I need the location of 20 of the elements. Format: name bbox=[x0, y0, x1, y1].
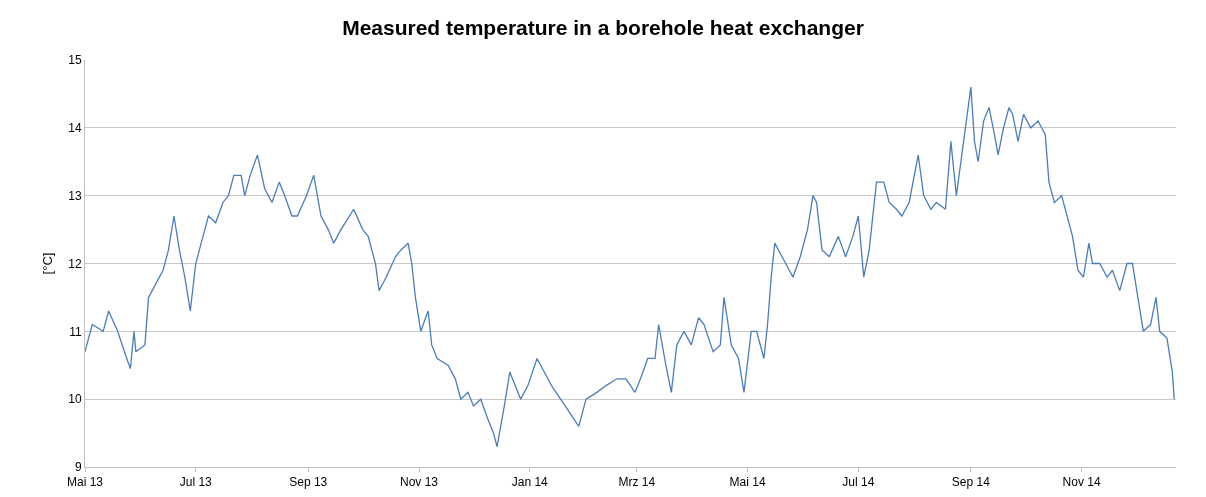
x-tick-label: Jan 14 bbox=[511, 475, 549, 490]
x-tick-label: Sep 13 bbox=[289, 475, 328, 490]
y-tick-label: 10 bbox=[68, 392, 82, 407]
y-tick-label: 12 bbox=[68, 256, 82, 271]
x-tick-label: Mai 13 bbox=[66, 475, 104, 490]
y-tick-label: 14 bbox=[68, 121, 82, 136]
y-tick-label: 11 bbox=[69, 324, 82, 339]
x-tick-label: Jul 13 bbox=[179, 475, 213, 490]
x-tick-label: Sep 14 bbox=[951, 475, 991, 490]
x-tick-label: Nov 14 bbox=[1062, 475, 1101, 490]
x-tick-label: Nov 13 bbox=[400, 475, 439, 490]
chart-title: Measured temperature in a borehole heat exchanger bbox=[342, 15, 864, 39]
y-axis-title: [°C] bbox=[40, 252, 56, 275]
y-tick-label: 9 bbox=[74, 460, 82, 475]
x-tick-label: Jul 14 bbox=[842, 475, 875, 490]
y-tick-label: 13 bbox=[68, 188, 82, 203]
line-series bbox=[85, 86, 1175, 448]
x-tick-label: Mrz 14 bbox=[618, 475, 656, 490]
y-tick-label: 15 bbox=[68, 53, 82, 68]
x-tick-label: Mai 14 bbox=[729, 475, 766, 490]
